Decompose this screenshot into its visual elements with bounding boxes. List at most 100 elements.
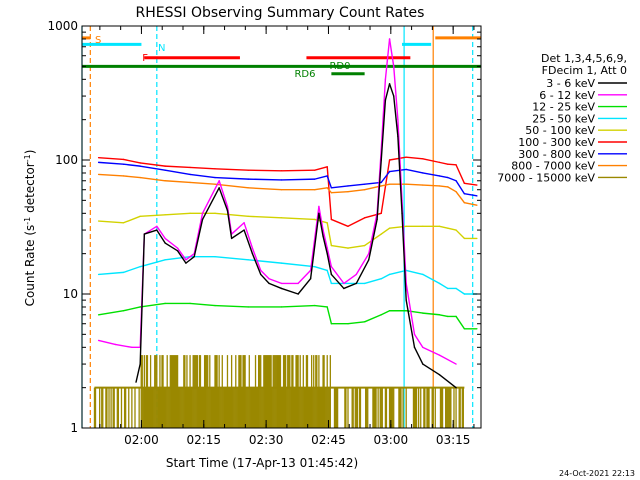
series-2-segment-1 (97, 173, 125, 177)
series-3-segment-19 (447, 227, 457, 231)
series-2-segment-9 (314, 187, 328, 191)
series-1-segment-11 (330, 185, 349, 189)
series-5-segment-12 (347, 321, 366, 325)
series-6-segment-26 (343, 273, 358, 285)
series-3-segment-8 (280, 217, 316, 221)
series-1-segment-17 (422, 172, 441, 177)
series-7-segment-3 (143, 229, 158, 235)
series-3-segment-1 (97, 220, 125, 224)
series-1-segment-9 (314, 175, 328, 180)
series-1-segment-8 (280, 178, 316, 181)
series-7-segment-16 (268, 282, 283, 290)
series-5-segment-13 (363, 314, 382, 323)
series-7-segment-31 (393, 95, 399, 138)
series-1-segment-6 (214, 176, 249, 180)
flag-bars: S NF RD0 RD6 (82, 35, 481, 80)
series-6-segment-27 (355, 252, 370, 276)
series-7-segment-7 (185, 255, 195, 264)
series-4-segment-15 (388, 269, 407, 276)
series-7-segment-10 (218, 187, 229, 212)
series-6-segment-38 (422, 346, 441, 356)
series-3-segment-14 (380, 227, 391, 235)
series-3-segment-12 (347, 244, 366, 249)
series-7-segment-12 (230, 229, 245, 240)
series-7-segment-27 (376, 159, 382, 221)
legend-entry-label: 100 - 300 keV (518, 136, 595, 149)
flag-label-rd6: RD6 (294, 69, 315, 80)
series-7-segment-8 (193, 218, 204, 258)
series-3-segment-3 (139, 214, 166, 218)
series-1-segment-16 (405, 168, 424, 174)
series-4-segment-2 (122, 265, 141, 274)
series-6-segment-17 (260, 269, 270, 280)
series-2-segment-12 (347, 189, 366, 193)
series-7-segment-30 (388, 83, 395, 97)
axes: 1 10 100 1000 02:00 02:15 02:30 02:45 03:00 03:15 (47, 19, 482, 447)
series-1-segment-20 (455, 180, 466, 195)
series-2-segment-18 (438, 185, 449, 188)
series-5-segment-9 (314, 304, 328, 308)
legend-entry-label: 6 - 12 keV (539, 89, 595, 102)
series-0-segment-20 (455, 164, 466, 185)
legend-header-line: FDecim 1, Att 0 (542, 64, 627, 77)
series-3-segment-18 (438, 225, 449, 229)
series-6-segment-18 (268, 278, 283, 285)
series-7-segment-5 (164, 242, 179, 252)
series-7-segment-24 (343, 282, 358, 290)
series-6-segment-36 (405, 282, 416, 336)
series-6-segment-16 (251, 247, 262, 272)
series-4-segment-14 (380, 273, 391, 280)
series-5-segment-17 (422, 312, 441, 316)
series-7-segment-22 (326, 252, 333, 276)
series-7-segment-35 (413, 346, 424, 365)
x-tick-label: 02:30 (249, 433, 284, 447)
series-4-segment-7 (247, 259, 283, 264)
series-2-segment-17 (422, 184, 441, 187)
timestamp: 24-Oct-2021 22:13 (559, 469, 635, 478)
x-tick-label: 02:45 (311, 433, 346, 447)
series-5-segment-14 (380, 310, 391, 316)
series-6-segment-2 (114, 343, 133, 349)
series-7-segment-18 (297, 278, 312, 295)
series-0-segment-3 (139, 162, 166, 167)
series-7-segment-2 (139, 233, 146, 365)
series-2-segment-19 (447, 186, 457, 193)
series-1-segment-2 (122, 163, 141, 167)
series-6-segment-10 (193, 212, 204, 255)
series-7-segment-1 (135, 363, 141, 383)
series-0-segment-2 (122, 158, 141, 164)
series-6-segment-6 (156, 225, 166, 240)
legend-entry-label: 50 - 100 keV (525, 124, 595, 137)
plot-area (81, 26, 474, 428)
series-4-segment-8 (280, 262, 316, 268)
flag-label-f: F (142, 53, 148, 64)
series-5-segment-8 (280, 304, 316, 308)
series-6-segment-11 (201, 180, 220, 215)
series-1-segment-12 (347, 183, 366, 187)
series-1-segment-14 (380, 170, 391, 184)
series-4-segment-3 (139, 259, 166, 268)
series-7-segment-37 (438, 373, 457, 389)
legend-entry-label: 300 - 800 keV (518, 148, 595, 161)
legend: Det 1,3,4,5,6,9,FDecim 1, Att 03 - 6 keV… (497, 52, 627, 184)
x-axis-label: Start Time (17-Apr-13 01:45:42) (166, 456, 358, 470)
series-3-segment-4 (164, 212, 191, 216)
series-0-segment-4 (164, 165, 191, 169)
series-1-segment-19 (447, 176, 457, 182)
series-2-segment-7 (247, 187, 283, 191)
series-7-segment-15 (260, 273, 270, 285)
series-0-segment-1 (97, 157, 125, 161)
series-2-segment-5 (189, 181, 216, 185)
series-7-segment-21 (322, 235, 328, 255)
series-3-segment-20 (455, 229, 466, 240)
series-6-segment-21 (309, 205, 320, 272)
series-lines (97, 38, 478, 389)
series-4-segment-10 (326, 269, 333, 285)
series-6-segment-7 (164, 237, 179, 249)
series-7-segment-34 (405, 299, 416, 349)
legend-entry-label: 12 - 25 keV (532, 101, 595, 114)
series-2-segment-4 (164, 180, 191, 184)
series-0-segment-18 (438, 161, 449, 165)
series-0-segment-12 (347, 217, 366, 228)
series-0-segment-13 (363, 212, 382, 219)
